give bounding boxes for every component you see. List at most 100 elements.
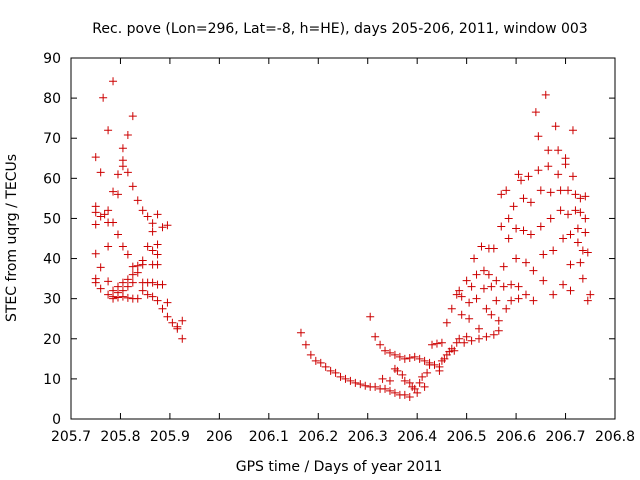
x-tick-label: 205.7 <box>51 429 91 445</box>
data-point-marker <box>492 276 501 285</box>
data-point-marker <box>507 280 516 289</box>
x-axis-ticks: 205.7 205.8 205.9 206 206.1 206.2 206.3 206.4 20… <box>51 58 635 445</box>
data-point-marker <box>148 246 157 255</box>
data-point-marker <box>546 188 555 197</box>
data-point-marker <box>554 146 563 155</box>
data-point-marker <box>91 153 100 162</box>
data-point-marker <box>544 146 553 155</box>
data-point-marker <box>489 330 498 339</box>
data-point-marker <box>91 278 100 287</box>
data-point-marker <box>163 312 172 321</box>
data-point-marker <box>514 282 523 291</box>
data-point-marker <box>581 192 590 201</box>
data-point-marker <box>559 234 568 243</box>
chart-title: Rec. pove (Lon=296, Lat=-8, h=HE), days … <box>92 21 587 37</box>
data-point-marker <box>479 266 488 275</box>
data-point-marker <box>544 162 553 171</box>
data-point-marker <box>405 378 414 387</box>
data-point-marker <box>410 352 419 361</box>
data-point-marker <box>109 218 118 227</box>
data-point-marker <box>564 186 573 195</box>
data-point-marker <box>366 312 375 321</box>
data-point-marker <box>109 294 118 303</box>
data-point-marker <box>566 260 575 269</box>
data-point-marker <box>133 261 142 270</box>
data-point-marker <box>381 346 390 355</box>
data-point-marker <box>556 186 565 195</box>
x-tick-label: 206.8 <box>595 429 635 445</box>
data-point-marker <box>482 304 491 313</box>
y-tick-label: 10 <box>43 372 61 388</box>
data-point-marker <box>91 208 100 217</box>
data-point-marker <box>385 348 394 357</box>
data-point-marker <box>546 214 555 223</box>
data-point-marker <box>148 227 157 236</box>
y-axis-ticks: 0 10 20 30 40 50 60 70 80 90 <box>43 51 615 428</box>
data-point-marker <box>113 170 122 179</box>
data-point-marker <box>437 338 446 347</box>
data-point-marker <box>509 202 518 211</box>
data-point-marker <box>356 380 365 389</box>
data-point-marker <box>390 350 399 359</box>
data-point-marker <box>395 352 404 361</box>
data-point-marker <box>123 131 132 140</box>
data-point-marker <box>526 230 535 239</box>
data-point-marker <box>455 334 464 343</box>
data-point-marker <box>153 260 162 269</box>
data-point-marker <box>158 304 167 313</box>
data-point-marker <box>128 278 137 287</box>
data-point-marker <box>457 292 466 301</box>
data-point-marker <box>482 332 491 341</box>
data-point-marker <box>393 366 402 375</box>
data-point-marker <box>148 278 157 287</box>
data-point-marker <box>158 280 167 289</box>
data-point-marker <box>400 390 409 399</box>
data-point-marker <box>173 324 182 333</box>
data-point-marker <box>442 318 451 327</box>
data-point-marker <box>301 340 310 349</box>
data-point-marker <box>583 296 592 305</box>
plot-frame <box>70 57 616 420</box>
data-point-marker <box>118 242 127 251</box>
data-point-marker <box>118 292 127 301</box>
data-point-marker <box>123 168 132 177</box>
data-point-marker <box>128 262 137 271</box>
x-tick-label: 206.6 <box>496 429 536 445</box>
data-point-marker <box>581 228 590 237</box>
data-point-marker <box>536 222 545 231</box>
data-point-marker <box>568 172 577 181</box>
data-point-marker <box>143 212 152 221</box>
data-point-marker <box>91 249 100 258</box>
data-point-marker <box>413 388 422 397</box>
data-point-marker <box>96 263 105 272</box>
data-point-marker <box>178 334 187 343</box>
data-point-marker <box>455 286 464 295</box>
data-point-marker <box>497 190 506 199</box>
data-point-marker <box>571 206 580 215</box>
data-point-marker <box>514 294 523 303</box>
y-axis-label: STEC from uqrg / TECUs <box>4 154 20 322</box>
data-point-marker <box>376 340 385 349</box>
data-point-marker <box>475 324 483 333</box>
data-point-marker <box>306 350 315 359</box>
data-point-marker <box>415 354 424 363</box>
data-point-marker <box>123 293 132 302</box>
x-axis-label: GPS time / Days of year 2011 <box>236 459 443 475</box>
data-point-marker <box>163 221 172 230</box>
data-point-marker <box>561 160 570 169</box>
y-tick-label: 40 <box>43 252 61 268</box>
y-tick-label: 80 <box>43 91 61 107</box>
data-point-marker <box>462 332 471 341</box>
data-point-marker <box>576 194 585 203</box>
data-point-marker <box>571 190 580 199</box>
data-point-marker <box>123 250 132 259</box>
data-point-marker <box>128 270 137 279</box>
data-point-marker <box>143 242 152 251</box>
data-point-marker <box>576 208 585 217</box>
data-point-marker <box>316 358 325 367</box>
y-tick-label: 0 <box>52 412 61 428</box>
data-point-marker <box>381 384 390 393</box>
data-point-marker <box>153 210 162 219</box>
data-point-marker <box>153 240 162 249</box>
